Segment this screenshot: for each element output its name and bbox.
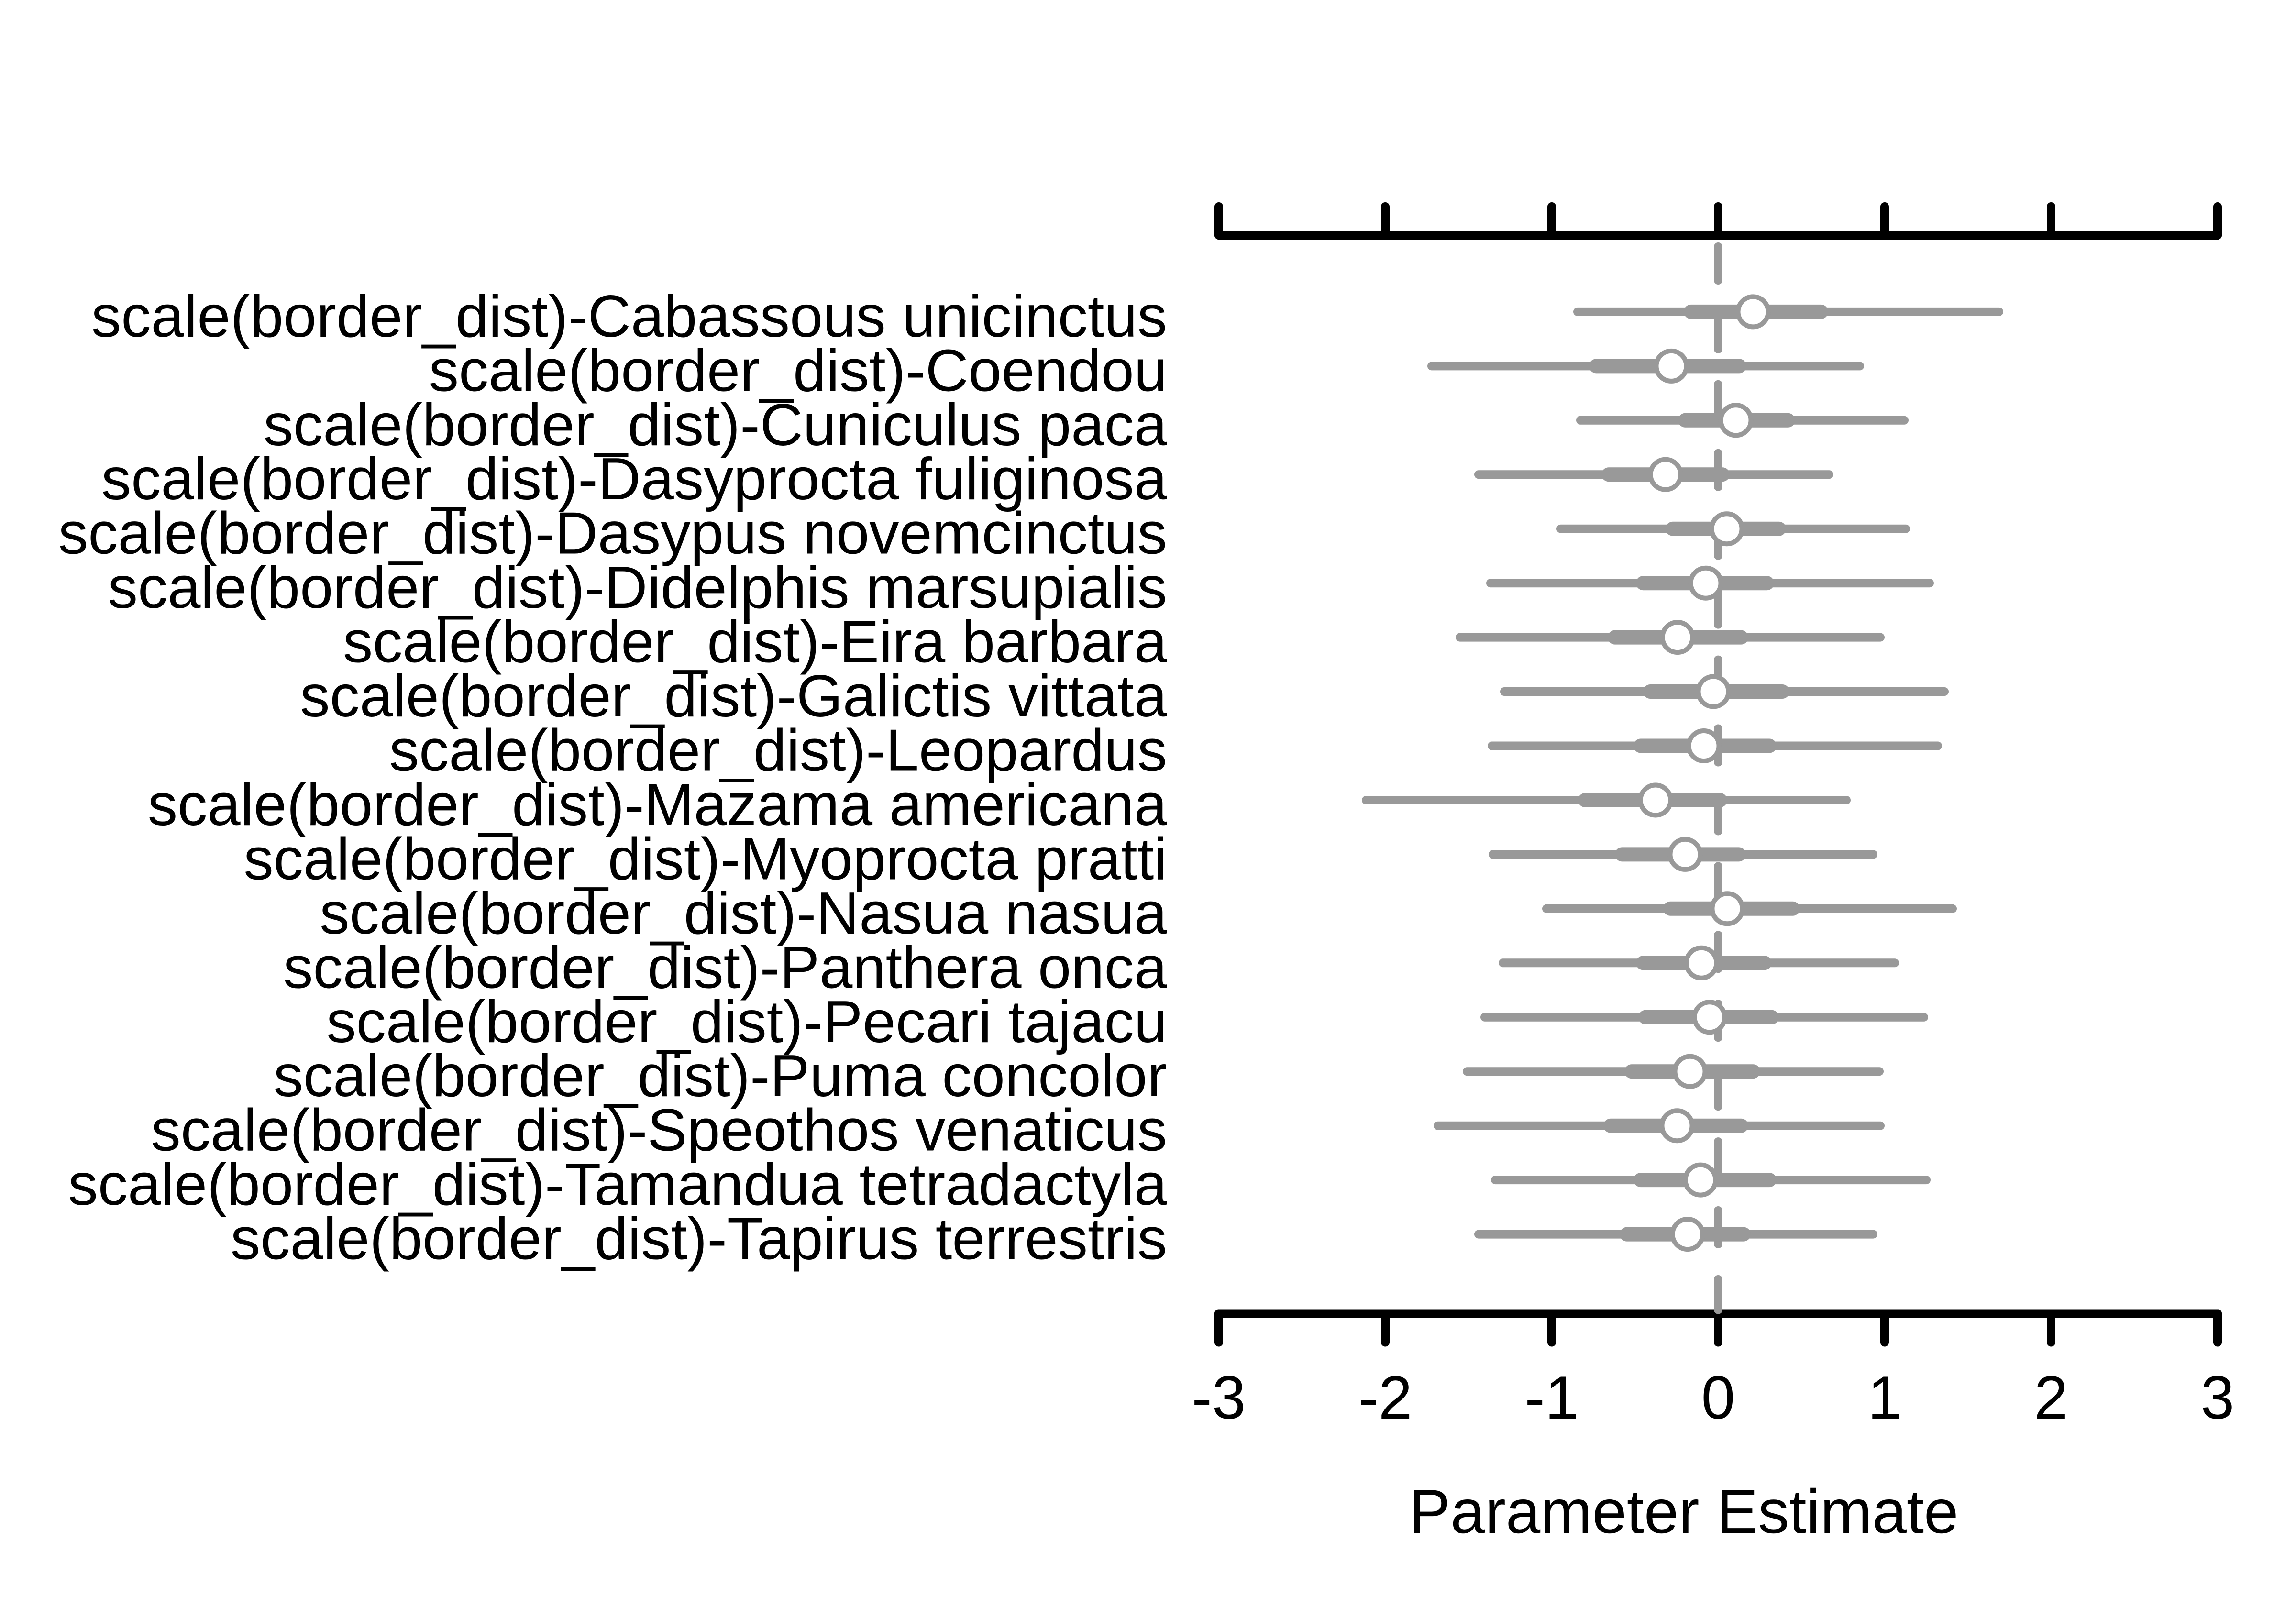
svg-text:scale(border_dist)-Galictis vi: scale(border_dist)-Galictis vittata — [300, 663, 1168, 729]
svg-text:scale(border_dist)-Speothos ve: scale(border_dist)-Speothos venaticus — [151, 1097, 1167, 1164]
svg-text:scale(border_dist)-Dasypus nov: scale(border_dist)-Dasypus novemcinctus — [58, 500, 1167, 567]
svg-text:-1: -1 — [1525, 1364, 1579, 1431]
svg-text:scale(border_dist)-Cuniculus p: scale(border_dist)-Cuniculus paca — [264, 392, 1168, 458]
svg-text:scale(border_dist)-Cabassous u: scale(border_dist)-Cabassous unicinctus — [91, 283, 1167, 350]
svg-text:scale(border_dist)-Puma concol: scale(border_dist)-Puma concolor — [274, 1043, 1167, 1109]
svg-text:3: 3 — [2201, 1364, 2235, 1431]
svg-text:-2: -2 — [1358, 1364, 1413, 1431]
svg-text:-3: -3 — [1192, 1364, 1246, 1431]
svg-text:scale(border_dist)-Panthera on: scale(border_dist)-Panthera onca — [283, 934, 1168, 1001]
svg-text:scale(border_dist)-Eira barbar: scale(border_dist)-Eira barbara — [343, 609, 1168, 675]
svg-text:scale(border_dist)-Myoprocta p: scale(border_dist)-Myoprocta pratti — [244, 826, 1167, 892]
svg-text:scale(border_dist)-Pecari taja: scale(border_dist)-Pecari tajacu — [326, 989, 1167, 1055]
svg-text:scale(border_dist)-Leopardus: scale(border_dist)-Leopardus — [389, 717, 1167, 784]
svg-text:scale(border_dist)-Dasyprocta: scale(border_dist)-Dasyprocta fuliginosa — [101, 446, 1168, 512]
svg-text:0: 0 — [1701, 1364, 1735, 1431]
svg-text:1: 1 — [1868, 1364, 1902, 1431]
svg-text:scale(border_dist)-Mazama amer: scale(border_dist)-Mazama americana — [148, 771, 1168, 838]
svg-text:scale(border_dist)-Tapirus ter: scale(border_dist)-Tapirus terrestris — [231, 1206, 1167, 1272]
svg-text:2: 2 — [2034, 1364, 2068, 1431]
svg-text:scale(border_dist)-Tamandua te: scale(border_dist)-Tamandua tetradactyla — [68, 1151, 1168, 1218]
svg-text:Parameter Estimate: Parameter Estimate — [1409, 1476, 1959, 1546]
svg-text:scale(border_dist)-Nasua nasua: scale(border_dist)-Nasua nasua — [320, 880, 1167, 947]
svg-text:scale(border_dist)-Didelphis m: scale(border_dist)-Didelphis marsupialis — [108, 554, 1167, 621]
svg-text:scale(border_dist)-Coendou: scale(border_dist)-Coendou — [429, 337, 1167, 404]
